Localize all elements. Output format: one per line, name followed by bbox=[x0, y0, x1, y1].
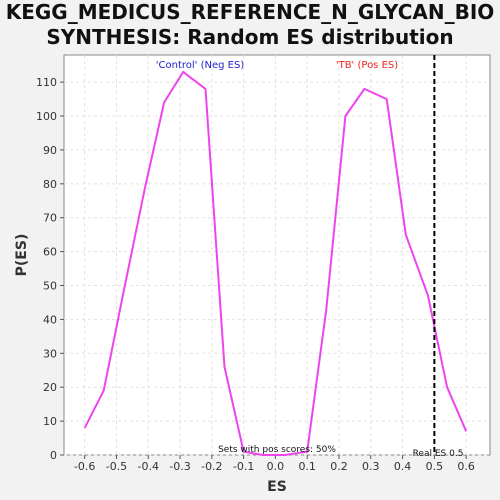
x-tick-label: 0.3 bbox=[362, 460, 380, 473]
x-tick-label: 0.0 bbox=[267, 460, 285, 473]
x-tick-label: -0.3 bbox=[169, 460, 190, 473]
chart-title-line-1: KEGG_MEDICUS_REFERENCE_N_GLYCAN_BIO bbox=[6, 0, 495, 24]
y-tick-label: 50 bbox=[43, 280, 57, 293]
x-tick-label: 0.4 bbox=[394, 460, 412, 473]
neg-es-label: 'Control' (Neg ES) bbox=[156, 60, 245, 71]
y-tick-label: 0 bbox=[50, 449, 57, 462]
plot-area bbox=[63, 54, 491, 456]
y-tick-label: 100 bbox=[36, 110, 57, 123]
y-tick-label: 20 bbox=[43, 381, 57, 394]
real-es-annotation: Real ES 0.5 bbox=[413, 449, 464, 459]
y-tick-label: 110 bbox=[36, 76, 57, 89]
x-tick-label: -0.6 bbox=[74, 460, 95, 473]
y-tick-label: 10 bbox=[43, 415, 57, 428]
x-tick-label: -0.4 bbox=[138, 460, 159, 473]
axes: -0.6 -0.5 -0.4 -0.3 -0.2 -0.1 0.0 0.1 0.2 0.3 0.4 0… bbox=[36, 76, 475, 473]
x-tick-label: 0.6 bbox=[457, 460, 475, 473]
y-tick-label: 60 bbox=[43, 246, 57, 259]
series-layer bbox=[83, 55, 468, 456]
x-tick-label: 0.5 bbox=[426, 460, 444, 473]
x-axis-label: ES bbox=[267, 479, 287, 495]
y-tick-label: 30 bbox=[43, 347, 57, 360]
grid-lines bbox=[64, 55, 490, 456]
y-tick-label: 90 bbox=[43, 144, 57, 157]
es-distribution-series-line bbox=[83, 70, 468, 456]
chart-title-line-2: SYNTHESIS: Random ES distribution bbox=[46, 25, 453, 49]
y-tick-label: 80 bbox=[43, 178, 57, 191]
pos-es-label: 'TB' (Pos ES) bbox=[336, 60, 398, 71]
x-tick-label: 0.2 bbox=[330, 460, 348, 473]
y-tick-label: 70 bbox=[43, 212, 57, 225]
x-tick-label: 0.1 bbox=[298, 460, 316, 473]
y-tick-label: 40 bbox=[43, 313, 57, 326]
x-tick-label: -0.2 bbox=[201, 460, 222, 473]
y-axis-label: P(ES) bbox=[14, 234, 30, 277]
x-tick-label: -0.1 bbox=[233, 460, 254, 473]
x-tick-label: -0.5 bbox=[106, 460, 127, 473]
pos-scores-annotation: Sets with pos scores: 50% bbox=[218, 445, 336, 455]
